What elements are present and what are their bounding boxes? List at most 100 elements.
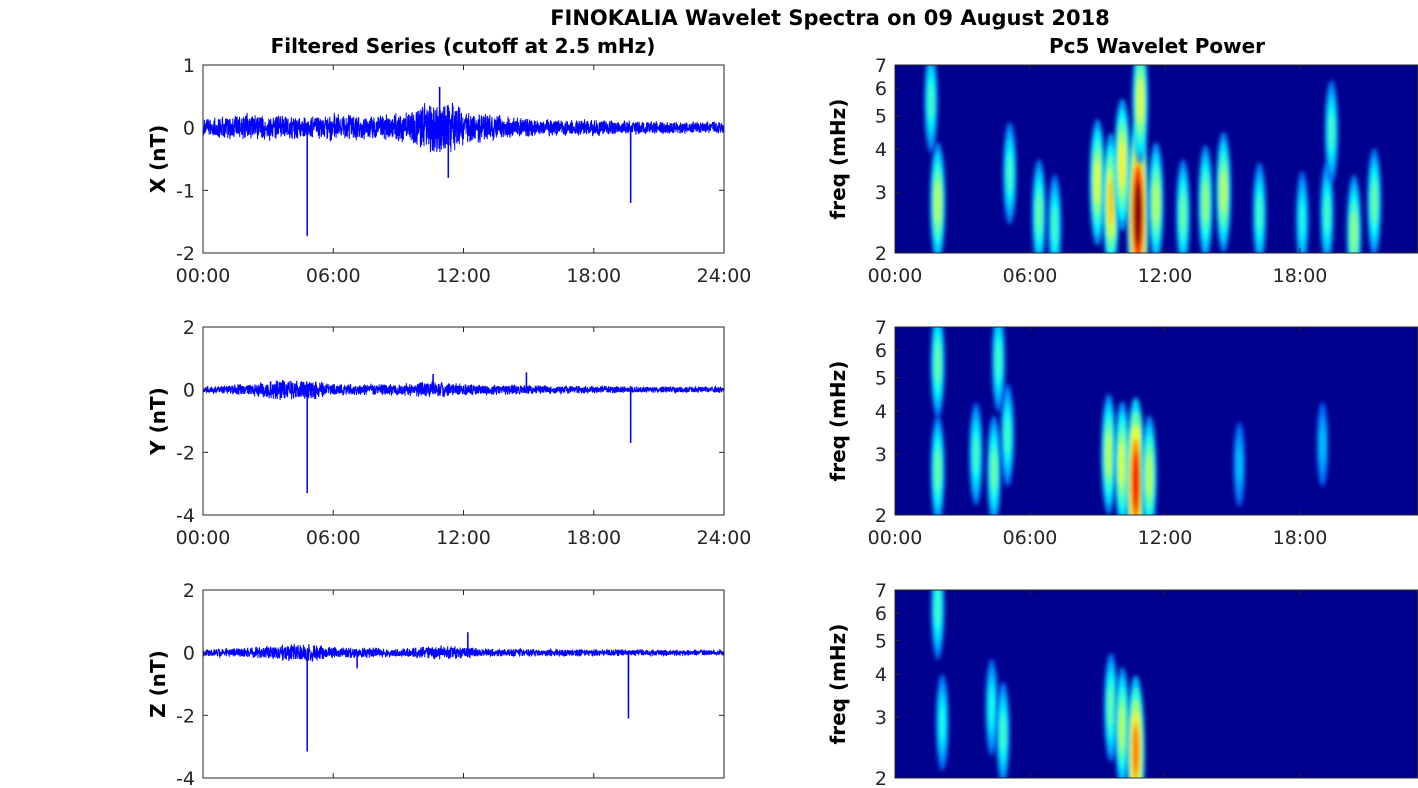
power-blob [1114, 667, 1130, 778]
y-tick-label: 6 [875, 78, 887, 100]
y-tick-label: 2 [875, 243, 887, 265]
y-tick-label: 6 [875, 340, 887, 362]
x-tick-label: 06:00 [1003, 527, 1058, 549]
y-tick-label: -4 [176, 768, 195, 788]
axes-box [202, 326, 725, 516]
y-tick-label: 5 [875, 105, 887, 127]
y-tick-label: 2 [183, 580, 195, 602]
x-tick-label: 12:00 [1138, 527, 1193, 549]
power-blob [1215, 131, 1232, 253]
y-tick-label: 2 [875, 505, 887, 527]
x-tick-label: 06:00 [306, 265, 361, 287]
power-blob [1103, 653, 1119, 762]
power-blob [930, 142, 946, 253]
y-tick-label: 4 [875, 401, 887, 423]
y-tick-label: 0 [183, 643, 195, 665]
power-blob [1252, 162, 1267, 253]
series-panel-x: -2 -1 0 1 00:00 06:00 12:00 18:00 24:00 X (nT) [146, 55, 751, 287]
x-tick-label: 12:00 [1138, 265, 1193, 287]
power-blob [1048, 174, 1062, 253]
figure-title: FINOKALIA Wavelet Spectra on 09 August 2… [550, 6, 1110, 30]
y-tick-label: 3 [875, 707, 887, 729]
power-blob [1114, 98, 1131, 232]
wavelet-panel-z: 2 3 4 5 67 freq (mHz) [826, 580, 1418, 788]
power-blob [1316, 402, 1329, 487]
series-panel-z: -4 -2 0 2 Z (nT) [146, 580, 725, 788]
power-blob [1148, 142, 1164, 253]
series-line-x [202, 86, 725, 237]
y-tick-label: 2 [875, 768, 887, 788]
y-tick-label: -2 [176, 243, 195, 265]
y-tick-label: -4 [176, 505, 195, 527]
x-tick-label: 00:00 [868, 265, 923, 287]
power-blob [991, 327, 1006, 412]
y-axis-label: X (nT) [146, 125, 170, 194]
x-tick-label: 06:00 [306, 527, 361, 549]
power-blob [1126, 675, 1145, 778]
power-blob [931, 590, 945, 660]
y-axis-label: Z (nT) [146, 650, 170, 718]
y-tick-label: 3 [875, 182, 887, 204]
x-tick-label: 12:00 [436, 265, 491, 287]
power-blob [1089, 119, 1106, 246]
x-tick-label: 18:00 [1273, 527, 1328, 549]
y-tick-label: 5 [875, 630, 887, 652]
x-tick-label: 00:00 [868, 527, 923, 549]
y-tick-label: 3 [875, 444, 887, 466]
power-blob [969, 402, 983, 506]
y-tick-label: 7 [875, 317, 887, 339]
x-tick-label: 00:00 [176, 527, 231, 549]
power-blob [1003, 122, 1017, 225]
axes-box [202, 64, 725, 254]
series-line-y [202, 372, 725, 494]
power-blob [1198, 145, 1213, 253]
power-blob [1324, 79, 1339, 183]
power-blob [1141, 415, 1157, 515]
left-column-title: Filtered Series (cutoff at 2.5 mHz) [271, 34, 656, 58]
series-panel-y: -4 -2 0 2 00:00 06:00 12:00 18:00 24:00 Y (nT) [146, 317, 751, 549]
power-blob [996, 681, 1010, 778]
x-tick-label: 24:00 [697, 265, 752, 287]
wavelet-panel-x: 2 3 4 5 67 00:00 06:00 12:00 18:00 freq (mHz) [826, 55, 1418, 287]
power-blob [924, 65, 938, 153]
y-tick-label: 0 [183, 118, 195, 140]
x-tick-label: 18:00 [1273, 265, 1328, 287]
power-blob [1031, 159, 1047, 253]
x-tick-label: 18:00 [566, 527, 621, 549]
x-tick-label: 24:00 [697, 527, 752, 549]
power-blob [1346, 174, 1362, 253]
wavelet-panel-y: 2 3 4 5 67 00:00 06:00 12:00 18:00 freq (mHz) [826, 317, 1418, 549]
power-blob [1320, 162, 1334, 253]
x-tick-label: 06:00 [1003, 265, 1058, 287]
y-axis-label: freq (mHz) [826, 624, 850, 745]
y-tick-label: 6 [875, 603, 887, 625]
y-tick-label: 4 [875, 139, 887, 161]
power-blob [1175, 159, 1191, 253]
x-tick-label: 12:00 [436, 527, 491, 549]
y-axis-label: freq (mHz) [826, 361, 850, 482]
y-tick-label: -1 [176, 180, 195, 202]
heatmap-background [895, 590, 1418, 778]
series-line-z [202, 632, 725, 752]
y-tick-label: 2 [183, 317, 195, 339]
power-blob [1000, 384, 1015, 487]
power-blob [930, 415, 945, 515]
power-blob [1367, 148, 1382, 253]
power-blob [1295, 171, 1309, 253]
x-tick-label: 00:00 [176, 265, 231, 287]
y-tick-label: 7 [875, 55, 887, 77]
power-blob [935, 673, 949, 771]
power-blob [1101, 393, 1117, 515]
power-blob [1132, 65, 1149, 165]
y-axis-label: freq (mHz) [826, 99, 850, 220]
axes-box [202, 589, 725, 779]
x-tick-label: 18:00 [566, 265, 621, 287]
y-tick-label: 0 [183, 380, 195, 402]
power-blob [986, 415, 1002, 515]
y-tick-label: 4 [875, 664, 887, 686]
power-blob [1233, 422, 1246, 507]
y-tick-label: 1 [183, 55, 195, 77]
power-blob [1114, 401, 1131, 515]
power-blob [1125, 397, 1146, 515]
